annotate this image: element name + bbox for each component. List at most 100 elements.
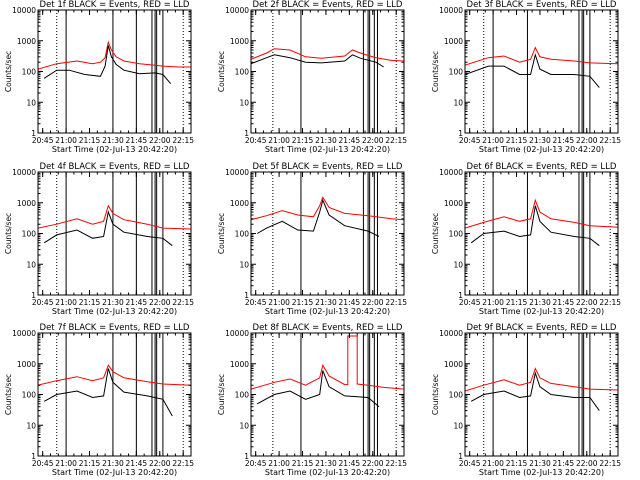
- y-tick-label: 1000: [444, 360, 463, 369]
- x-tick-label: 22:15: [172, 459, 194, 468]
- y-tick-label: 10000: [12, 6, 36, 15]
- x-tick-label: 21:00: [482, 459, 504, 468]
- chart-panel-5: Det 5f BLACK = Events, RED = LLD 1 10 100 10…: [217, 162, 407, 316]
- y-tick-label: 100: [235, 68, 250, 77]
- y-tick-label: 100: [449, 391, 464, 400]
- plot-frame: [250, 9, 405, 134]
- y-tick-label: 10000: [225, 6, 249, 15]
- x-tick-label: 21:45: [339, 459, 361, 468]
- x-tick-label: 22:00: [149, 459, 171, 468]
- x-tick-label: 22:15: [172, 298, 194, 307]
- x-tick-label: 20:45: [459, 136, 481, 145]
- chart-panel-3: Det 3f BLACK = Events, RED = LLD 1 10 100 10…: [431, 0, 621, 154]
- y-tick-label: 1000: [17, 199, 36, 208]
- x-tick-label: 21:00: [268, 459, 290, 468]
- series-line-lld: [465, 198, 618, 229]
- series-line-lld: [38, 364, 191, 386]
- series-line-events: [470, 205, 600, 247]
- x-tick-label: 21:15: [79, 298, 101, 307]
- y-tick-label: 1: [31, 291, 36, 300]
- series-line-events: [43, 45, 172, 85]
- x-tick-label: 22:00: [362, 136, 384, 145]
- y-tick-label: 10: [239, 98, 249, 107]
- x-tick-label: 21:00: [482, 136, 504, 145]
- x-tick-label: 22:15: [385, 298, 407, 307]
- x-axis-label: Start Time (02-Jul-13 20:42:20): [479, 145, 604, 154]
- series-line-lld: [465, 46, 618, 66]
- x-tick-label: 21:30: [315, 298, 337, 307]
- x-tick-label: 21:15: [292, 298, 314, 307]
- chart-panel-8: Det 8f BLACK = Events, RED = LLD 1 10 100 10…: [217, 323, 407, 477]
- x-tick-label: 20:45: [459, 298, 481, 307]
- y-tick-label: 10000: [439, 168, 463, 177]
- chart-panel-6: Det 6f BLACK = Events, RED = LLD 1 10 100 10…: [431, 162, 621, 316]
- y-tick-label: 100: [22, 230, 37, 239]
- x-tick-label: 22:00: [149, 298, 171, 307]
- x-tick-label: 21:45: [339, 136, 361, 145]
- x-tick-label: 21:00: [268, 136, 290, 145]
- chart-title: Det 1f BLACK = Events, RED = LLD: [40, 0, 190, 10]
- x-tick-label: 20:45: [245, 136, 267, 145]
- x-axis-label: Start Time (02-Jul-13 20:42:20): [52, 307, 177, 316]
- y-tick-label: 10: [453, 260, 463, 269]
- x-tick-label: 22:00: [149, 136, 171, 145]
- y-tick-label: 10000: [225, 168, 249, 177]
- x-tick-label: 20:45: [245, 298, 267, 307]
- x-tick-label: 21:45: [553, 136, 575, 145]
- y-tick-label: 1: [458, 129, 463, 138]
- series-line-lld: [251, 48, 404, 62]
- plot-frame: [37, 9, 192, 134]
- y-axis-label: Counts/sec: [217, 374, 226, 415]
- x-tick-label: 22:00: [576, 459, 598, 468]
- series-line-lld: [251, 335, 404, 390]
- y-axis-label: Counts/sec: [4, 213, 13, 254]
- y-tick-label: 10000: [439, 329, 463, 338]
- y-axis-label: Counts/sec: [431, 51, 440, 92]
- series-line-lld: [38, 204, 191, 230]
- y-tick-label: 100: [449, 68, 464, 77]
- chart-title: Det 3f BLACK = Events, RED = LLD: [467, 0, 617, 10]
- x-tick-label: 20:45: [459, 459, 481, 468]
- chart-title: Det 2f BLACK = Events, RED = LLD: [253, 0, 403, 10]
- x-tick-label: 21:15: [292, 136, 314, 145]
- x-axis-label: Start Time (02-Jul-13 20:42:20): [265, 468, 390, 477]
- x-tick-label: 21:15: [79, 136, 101, 145]
- y-tick-label: 10: [26, 98, 36, 107]
- y-tick-label: 1000: [17, 37, 36, 46]
- y-tick-label: 1000: [230, 37, 249, 46]
- x-axis-label: Start Time (02-Jul-13 20:42:20): [265, 307, 390, 316]
- x-tick-label: 21:30: [315, 136, 337, 145]
- series-line-lld: [465, 367, 618, 392]
- x-tick-label: 22:15: [599, 136, 621, 145]
- x-tick-label: 20:45: [32, 459, 54, 468]
- y-tick-label: 1: [458, 291, 463, 300]
- chart-panel-4: Det 4f BLACK = Events, RED = LLD 1 10 100 10…: [4, 162, 194, 316]
- y-tick-label: 1: [244, 129, 249, 138]
- series-line-lld: [38, 40, 191, 70]
- series-line-events: [43, 210, 173, 247]
- series-line-events: [470, 371, 600, 411]
- y-tick-label: 1000: [444, 199, 463, 208]
- series-line-events: [465, 52, 600, 88]
- x-tick-label: 20:45: [245, 459, 267, 468]
- x-tick-label: 21:30: [102, 298, 124, 307]
- plot-frame: [250, 171, 405, 296]
- x-tick-label: 22:00: [576, 136, 598, 145]
- plot-frame: [464, 332, 619, 457]
- x-axis-label: Start Time (02-Jul-13 20:42:20): [479, 468, 604, 477]
- y-axis-label: Counts/sec: [217, 51, 226, 92]
- y-tick-label: 100: [22, 68, 37, 77]
- x-tick-label: 21:45: [553, 459, 575, 468]
- series-line-events: [256, 198, 380, 237]
- chart-title: Det 4f BLACK = Events, RED = LLD: [40, 162, 190, 172]
- y-tick-label: 10: [239, 260, 249, 269]
- chart-title: Det 7f BLACK = Events, RED = LLD: [40, 323, 190, 333]
- chart-panel-9: Det 9f BLACK = Events, RED = LLD 1 10 100 10…: [431, 323, 621, 477]
- plot-frame: [464, 9, 619, 134]
- x-axis-label: Start Time (02-Jul-13 20:42:20): [479, 307, 604, 316]
- x-tick-label: 21:15: [506, 298, 528, 307]
- x-tick-label: 22:15: [385, 459, 407, 468]
- y-tick-label: 1000: [17, 360, 36, 369]
- chart-panel-1: Det 1f BLACK = Events, RED = LLD 1 10 100 10…: [4, 0, 194, 154]
